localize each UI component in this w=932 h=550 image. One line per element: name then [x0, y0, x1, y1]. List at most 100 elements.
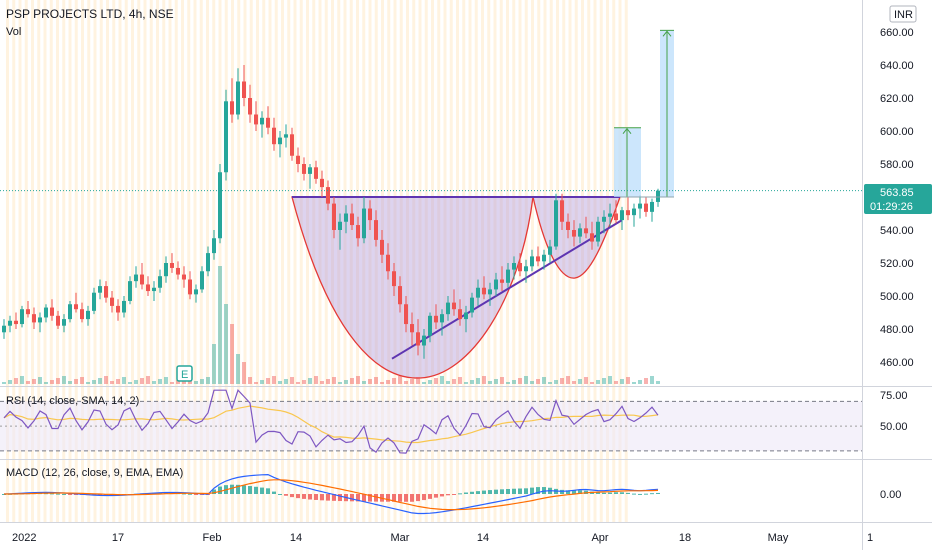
session-stripe [6, 0, 9, 522]
macd-histogram-bar [632, 493, 636, 495]
candle-body [452, 302, 456, 310]
currency-badge[interactable]: INR [889, 5, 917, 23]
volume-bar [296, 382, 300, 384]
earnings-event-marker[interactable]: E [176, 365, 193, 382]
macd-histogram-bar [578, 490, 582, 494]
candle-body [608, 213, 612, 217]
candle-body [110, 297, 114, 306]
candle-body [224, 101, 228, 173]
volume-bar [620, 379, 624, 384]
macd-histogram-bar [278, 493, 282, 495]
volume-bar [470, 380, 474, 384]
rsi-tick-label: 75.00 [880, 390, 908, 402]
volume-bar [548, 382, 552, 384]
volume-bar [650, 376, 654, 384]
volume-label[interactable]: Vol [6, 26, 21, 38]
session-stripe [587, 0, 591, 522]
session-stripe [212, 0, 216, 522]
volume-bar [626, 377, 630, 384]
candle-body [236, 81, 240, 115]
time-tick-label: 14 [290, 532, 302, 544]
macd-histogram-bar [62, 493, 66, 495]
time-tick-label: 2022 [12, 532, 36, 544]
macd-histogram-bar [350, 494, 354, 502]
macd-histogram-bar [416, 494, 420, 502]
macd-title[interactable]: MACD (12, 26, close, 9, EMA, EMA) [6, 467, 183, 479]
time-tick-label: Mar [391, 532, 410, 544]
session-stripe [449, 0, 453, 522]
volume-bar [536, 379, 540, 384]
time-axis[interactable]: 2022 17 Feb 14 Mar 14 Apr 18 May 1 [12, 532, 873, 544]
volume-bar [410, 379, 414, 384]
session-stripe [174, 0, 178, 522]
cup-pattern-shape[interactable] [291, 196, 534, 379]
macd-histogram-bar [308, 494, 312, 500]
session-stripe [187, 0, 191, 522]
candle-body [584, 228, 588, 234]
volume-bar [530, 381, 534, 384]
candle-body [650, 201, 654, 212]
symbol-title[interactable]: PSP PROJECTS LTD, 4h, NSE [6, 7, 174, 21]
macd-histogram-bar [386, 494, 390, 502]
macd-line [3, 473, 659, 515]
macd-histogram-bar [98, 494, 102, 496]
candle-body [128, 281, 132, 301]
currency-label: INR [894, 9, 913, 21]
session-stripe [349, 0, 353, 522]
macd-histogram-bar [188, 493, 192, 495]
macd-histogram-bar [470, 491, 474, 494]
candle-body [464, 312, 468, 320]
session-stripe [74, 0, 78, 522]
session-stripe [106, 0, 109, 522]
session-stripe [481, 0, 484, 522]
target-projections[interactable] [614, 29, 674, 198]
candle-body [428, 315, 432, 336]
macd-histogram-bar [530, 487, 534, 494]
macd-histogram-bar [332, 494, 336, 501]
candle-body [74, 304, 78, 310]
candle-body [266, 117, 270, 128]
candle-body [116, 305, 120, 313]
macd-histogram-bar [596, 492, 600, 494]
rsi-title[interactable]: RSI (14, close, SMA, 14, 2) [6, 395, 139, 407]
session-stripe [99, 0, 103, 522]
candle-body [656, 190, 660, 202]
candle-body [416, 332, 420, 346]
volume-bar [452, 379, 456, 384]
session-stripe [618, 0, 622, 522]
candle-body [350, 213, 354, 226]
macd-histogram-bar [74, 494, 78, 495]
volume-bar [230, 324, 234, 384]
session-stripe [31, 0, 34, 522]
price-axis[interactable]: 460.00480.00500.00520.00540.00560.00580.… [880, 27, 914, 501]
candle-body [398, 286, 402, 305]
candle-body [362, 208, 366, 239]
volume-bar [236, 354, 240, 384]
candle-body [332, 203, 336, 230]
macd-histogram-bar [302, 494, 306, 499]
macd-histogram-bar [512, 488, 516, 494]
candle-body [338, 221, 342, 230]
session-stripe [581, 0, 584, 522]
candle-body [500, 279, 504, 283]
volume-bar [74, 379, 78, 384]
volume-bar [644, 378, 648, 384]
session-stripe [418, 0, 422, 522]
time-tick-label: 1 [867, 532, 873, 544]
candle-body [392, 271, 396, 287]
session-stripe [118, 0, 122, 522]
volume-bar [302, 380, 306, 384]
macd-histogram-bar [368, 494, 372, 502]
price-tick-label: 460.00 [880, 357, 914, 369]
volume-bar [656, 381, 660, 384]
session-stripe [606, 0, 609, 522]
volume-bar [392, 378, 396, 384]
candle-body [140, 274, 144, 285]
session-stripe [262, 0, 266, 522]
candle-body [272, 127, 276, 145]
macd-histogram-bar [452, 494, 456, 495]
candles [2, 65, 660, 359]
macd-histogram-bar [464, 492, 468, 494]
candle-body [8, 320, 12, 326]
